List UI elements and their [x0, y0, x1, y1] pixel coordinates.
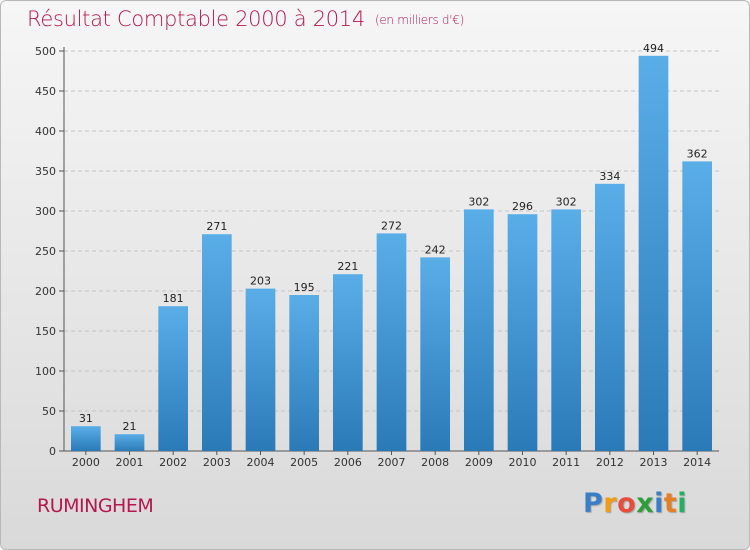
bar-value-label: 203: [250, 275, 271, 288]
bar[interactable]: [551, 209, 582, 451]
logo-letter: x: [636, 488, 655, 519]
proxiti-logo[interactable]: Proxiti: [583, 488, 687, 519]
x-tick-label: 2010: [509, 456, 537, 469]
x-tick-label: 2000: [72, 456, 100, 469]
y-tick-label: 400: [35, 125, 56, 138]
bar-value-label: 296: [512, 200, 533, 213]
x-tick-label: 2013: [640, 456, 668, 469]
bar-value-label: 195: [294, 281, 315, 294]
x-tick-label: 2004: [247, 456, 275, 469]
bar-value-label: 221: [337, 260, 358, 273]
y-tick-label: 200: [35, 285, 56, 298]
bar-value-label: 494: [643, 42, 664, 55]
bar-value-label: 242: [425, 243, 446, 256]
axes: 0 50 100 150 200 250 300 350 400 450 500 2000 2001 20…: [35, 45, 719, 469]
bar-value-label: 362: [687, 147, 708, 160]
logo-letter: i: [654, 488, 664, 519]
x-tick-label: 2002: [159, 456, 187, 469]
x-tick-label: 2007: [378, 456, 406, 469]
bar[interactable]: [463, 209, 494, 451]
x-tick-label: 2009: [465, 456, 493, 469]
bar[interactable]: [332, 274, 363, 451]
bar[interactable]: [420, 257, 451, 451]
town-name: RUMINGHEM: [37, 495, 154, 517]
bar[interactable]: [594, 183, 625, 452]
x-tick-label: 2012: [596, 456, 624, 469]
y-tick-label: 250: [35, 245, 56, 258]
labels: 31 21 181 271 203 195 221 272 242 302 296 302 334 494…: [79, 42, 708, 433]
y-tick-label: 450: [35, 85, 56, 98]
y-tick-label: 0: [49, 445, 56, 458]
x-tick-label: 2001: [116, 456, 144, 469]
bar[interactable]: [114, 434, 145, 451]
bars: [70, 55, 713, 452]
x-tick-label: 2014: [683, 456, 711, 469]
x-tick-label: 2008: [421, 456, 449, 469]
chart-title-text: Résultat Comptable 2000 à 2014: [27, 7, 365, 31]
bar[interactable]: [507, 214, 538, 451]
bar[interactable]: [376, 233, 407, 451]
bar-value-label: 302: [556, 195, 577, 208]
logo-letter: o: [617, 488, 637, 519]
y-tick-label: 100: [35, 365, 56, 378]
x-tick-label: 2011: [552, 456, 580, 469]
x-tick-label: 2006: [334, 456, 362, 469]
x-tick-label: 2003: [203, 456, 231, 469]
y-tick-label: 500: [35, 45, 56, 58]
logo-letter: r: [603, 488, 618, 519]
logo-letter: i: [677, 488, 688, 519]
bar-value-label: 271: [206, 220, 227, 233]
bar-value-label: 21: [123, 420, 137, 433]
bar-value-label: 272: [381, 219, 402, 232]
y-tick-label: 350: [35, 165, 56, 178]
bar[interactable]: [70, 426, 101, 451]
logo-letter: t: [663, 488, 678, 519]
bar[interactable]: [682, 161, 713, 451]
y-tick-label: 50: [42, 405, 56, 418]
y-tick-label: 150: [35, 325, 56, 338]
chart-title: Résultat Comptable 2000 à 2014 (en millie…: [27, 7, 464, 31]
bar-value-label: 31: [79, 412, 93, 425]
bar[interactable]: [245, 288, 276, 451]
bar[interactable]: [158, 306, 189, 451]
x-tick-label: 2005: [290, 456, 318, 469]
bar[interactable]: [201, 234, 232, 451]
y-tick-label: 300: [35, 205, 56, 218]
bar[interactable]: [289, 295, 320, 451]
chart-subtitle: (en milliers d'€): [374, 13, 464, 27]
bar[interactable]: [638, 55, 669, 452]
bar-value-label: 334: [599, 170, 620, 183]
logo-letter: P: [583, 488, 604, 519]
bar-value-label: 302: [468, 195, 489, 208]
bar-value-label: 181: [163, 292, 184, 305]
